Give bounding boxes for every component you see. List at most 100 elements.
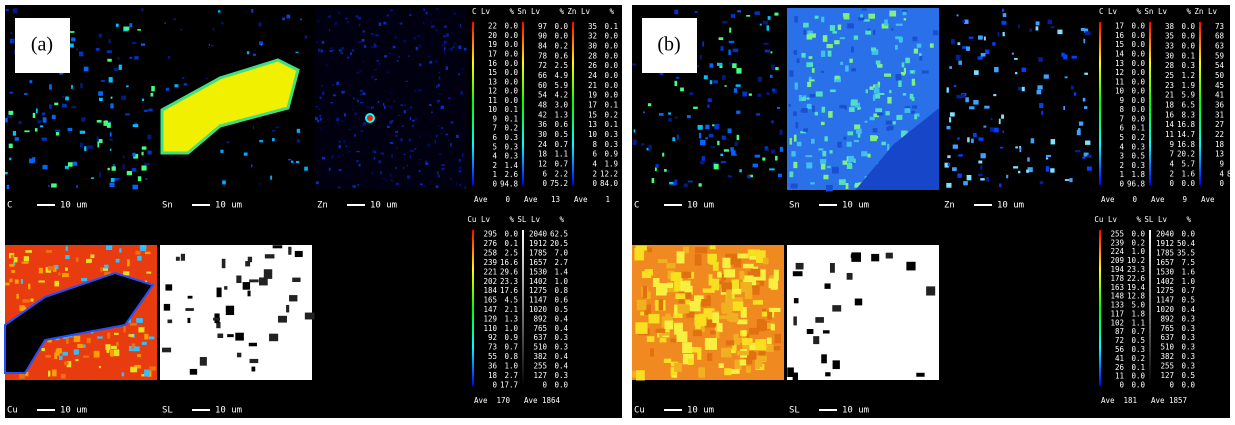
level: 9 [1119, 96, 1124, 105]
speck [217, 333, 224, 338]
speck [386, 126, 390, 128]
speck [662, 152, 665, 157]
speck [351, 108, 355, 111]
speck [337, 122, 339, 126]
speck [742, 343, 750, 356]
speck [98, 33, 103, 38]
level: 6 [592, 150, 597, 159]
speck [885, 120, 893, 125]
speck [304, 312, 315, 320]
percent: 1.6 [1181, 169, 1195, 178]
level: 9 [1219, 159, 1224, 168]
phase [855, 108, 939, 190]
speck [460, 24, 462, 27]
ave-value: 170 [496, 396, 510, 405]
percent: 1.3 [504, 314, 518, 323]
speck [69, 31, 75, 33]
speck [641, 143, 645, 146]
speck [409, 155, 411, 159]
speck [106, 121, 112, 124]
scale-label: 10 um [842, 201, 869, 211]
level: 55 [488, 352, 497, 361]
speck [446, 33, 449, 37]
speck [717, 140, 720, 146]
speck [140, 43, 146, 46]
speck [851, 68, 856, 72]
speck [740, 306, 747, 318]
percent: 2.5 [504, 249, 518, 258]
speck [832, 360, 840, 370]
speck [51, 114, 56, 119]
level: 36 [1215, 101, 1225, 110]
level: 28 [1165, 61, 1175, 70]
speck [834, 40, 840, 45]
speck [35, 108, 38, 114]
level: 36 [538, 120, 548, 129]
speck [247, 290, 251, 297]
speck [110, 349, 114, 357]
speck [123, 325, 126, 331]
level: 60 [538, 81, 548, 90]
scale-label: 10 um [60, 201, 87, 211]
speck [226, 141, 230, 144]
speck [733, 88, 737, 93]
speck [185, 308, 194, 311]
speck [248, 342, 257, 347]
percent: 0.0 [604, 42, 618, 51]
speck [319, 115, 321, 117]
element-map [4, 245, 157, 380]
speck [9, 278, 13, 283]
speck [946, 125, 951, 130]
percent: 0.3 [1131, 345, 1145, 354]
speck [341, 154, 344, 156]
speck [328, 167, 331, 171]
speck [315, 116, 318, 121]
level: 17 [1115, 22, 1124, 31]
speck [770, 324, 775, 331]
speck [1001, 114, 1005, 119]
speck [245, 261, 251, 267]
speck [408, 138, 412, 142]
speck [730, 288, 742, 295]
speck [413, 36, 417, 40]
speck [42, 164, 48, 170]
speck [398, 22, 402, 25]
ave-value: 1857 [1169, 396, 1187, 405]
ave-value: 1864 [542, 396, 561, 405]
speck [129, 23, 133, 28]
speck [401, 125, 405, 127]
speck [822, 35, 828, 42]
speck [408, 149, 411, 152]
percent: 5.7 [1181, 159, 1195, 168]
speck [865, 30, 872, 35]
speck [66, 360, 72, 368]
map-bg [787, 245, 939, 380]
speck [181, 77, 185, 80]
speck [356, 150, 360, 153]
speck [321, 156, 326, 160]
speck [54, 280, 60, 287]
speck [359, 23, 361, 27]
percent: 14.7 [1177, 130, 1195, 139]
speck [1078, 121, 1084, 126]
speck [328, 28, 330, 32]
speck [770, 51, 773, 54]
level: 0 [492, 179, 497, 188]
level: 209 [1110, 256, 1124, 265]
speck [165, 87, 170, 91]
speck [403, 166, 405, 170]
percent: 1.6 [1181, 267, 1195, 276]
speck [674, 322, 683, 335]
speck [332, 84, 334, 86]
speck [706, 295, 711, 306]
speck [128, 334, 134, 337]
speck [846, 162, 853, 170]
speck [187, 317, 191, 324]
speck [112, 164, 115, 167]
level: 16 [1165, 110, 1175, 119]
percent: 0.3 [504, 152, 518, 161]
speck [109, 182, 115, 187]
speck [895, 74, 902, 81]
speck [809, 33, 816, 38]
